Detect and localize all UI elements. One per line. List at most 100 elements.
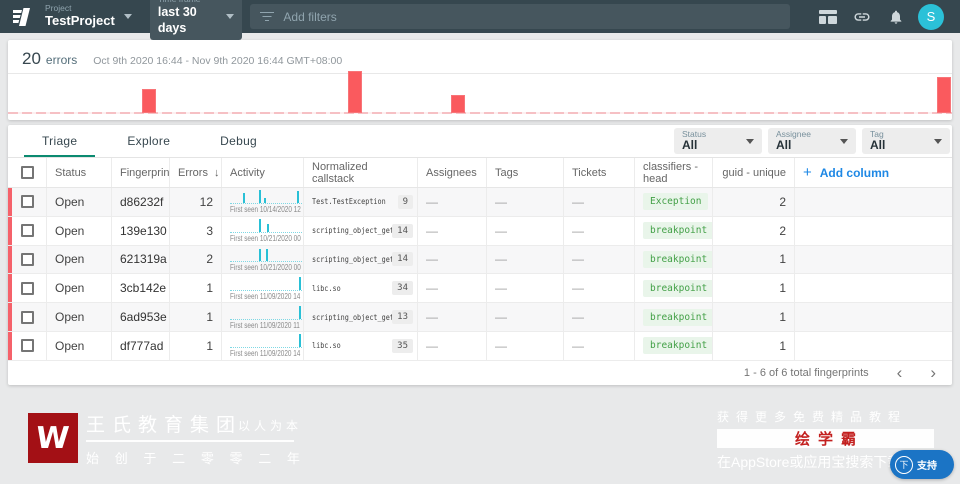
activity-cell: First seen 10/21/2020 00	[222, 245, 304, 274]
severity-stripe	[8, 216, 12, 245]
chevron-down-icon	[123, 14, 132, 19]
callstack-cell: scripting_object_get_v… 14	[304, 245, 418, 274]
status-filter-select[interactable]: Status All	[674, 128, 762, 154]
add-filters-input[interactable]	[283, 9, 780, 24]
classifier-cell: breakpoint	[635, 245, 713, 274]
col-tags[interactable]: Tags	[487, 158, 564, 187]
add-column-button[interactable]: + Add column	[803, 164, 890, 181]
tags-cell: —	[487, 274, 564, 303]
row-checkbox[interactable]	[20, 252, 34, 266]
callstack-cell: libc.so 34	[304, 274, 418, 303]
ad-company-name: 王氏教育集团	[86, 415, 243, 436]
tag-filter-select[interactable]: Tag All	[862, 128, 950, 154]
tickets-cell: —	[564, 303, 635, 331]
severity-stripe	[8, 245, 12, 274]
col-activity[interactable]: Activity	[222, 158, 304, 187]
table-row[interactable]: Open 3cb142e 1 First seen 11/09/2020 14 …	[8, 274, 952, 304]
col-fingerprint[interactable]: Fingerprint	[112, 158, 170, 187]
severity-stripe	[8, 331, 12, 360]
col-classifiers[interactable]: classifiers - head	[635, 158, 713, 187]
ad-brand-name: 绘学霸	[794, 431, 864, 448]
callstack-function: libc.so	[312, 341, 341, 351]
fingerprint-link[interactable]: 621319a	[112, 245, 170, 274]
row-checkbox[interactable]	[20, 281, 34, 295]
link-icon[interactable]	[852, 7, 872, 27]
guid-unique-cell: 1	[713, 245, 795, 274]
callstack-function: scripting_object_get_v…	[312, 226, 407, 236]
tab-explore[interactable]: Explore	[127, 134, 171, 148]
table-row[interactable]: Open df777ad 1 First seen 11/09/2020 14 …	[8, 331, 952, 361]
project-label: Project	[45, 2, 72, 13]
frame-count-badge: 14	[392, 223, 413, 238]
callstack-cell: scripting_object_get_v… 13	[304, 303, 418, 331]
user-avatar[interactable]: S	[918, 3, 944, 30]
guid-unique-cell: 1	[713, 274, 795, 303]
triage-card: Triage Explore Debug Status All Assignee…	[8, 125, 952, 385]
frame-count-badge: 34	[392, 281, 413, 296]
col-callstack[interactable]: Normalized callstack	[304, 158, 418, 187]
select-all-checkbox[interactable]	[20, 166, 34, 179]
empty-cell	[795, 188, 952, 216]
filter-list-icon	[259, 11, 274, 22]
project-selector[interactable]: Project TestProject	[45, 2, 132, 30]
tags-cell: —	[487, 216, 564, 245]
table-row[interactable]: Open 621319a 2 First seen 10/21/2020 00 …	[8, 245, 952, 275]
status-cell: Open	[47, 331, 112, 360]
ad-banner[interactable]: W 王氏教育集团 以人为本 始创于二零零二年 获得更多免费精品教程 绘学霸 在A…	[0, 393, 960, 484]
col-guid[interactable]: guid - unique	[713, 158, 795, 187]
dashboard-layout-icon[interactable]	[818, 7, 838, 27]
timeframe-selector[interactable]: Time frame last 30 days	[149, 0, 243, 41]
fingerprint-link[interactable]: 6ad953e	[112, 303, 170, 331]
col-tickets[interactable]: Tickets	[564, 158, 635, 187]
assignee-filter-select[interactable]: Assignee All	[768, 128, 856, 154]
classifier-badge: breakpoint	[643, 250, 712, 268]
tab-triage[interactable]: Triage	[24, 125, 96, 157]
page-next-icon[interactable]: ›	[930, 363, 936, 383]
callstack-cell: libc.so 35	[304, 331, 418, 360]
classifier-cell: breakpoint	[635, 216, 713, 245]
fingerprint-link[interactable]: d86232f	[112, 188, 170, 216]
tab-debug[interactable]: Debug	[220, 134, 258, 148]
table-row[interactable]: Open 6ad953e 1 First seen 11/09/2020 11 …	[8, 303, 952, 332]
bell-icon[interactable]	[886, 7, 906, 27]
errors-histogram[interactable]	[8, 71, 952, 119]
col-assignees[interactable]: Assignees	[418, 158, 487, 187]
status-cell: Open	[47, 274, 112, 303]
backtrace-logo-icon[interactable]	[10, 6, 32, 28]
frame-count-badge: 14	[392, 252, 413, 267]
status-cell: Open	[47, 188, 112, 216]
page-prev-icon[interactable]: ‹	[896, 363, 903, 383]
ad-divider	[86, 440, 294, 442]
filter-bar[interactable]	[250, 4, 790, 29]
sort-desc-icon[interactable]: ↓	[213, 166, 220, 179]
ad-download-hint: 在AppStore或应用宝搜索下载	[717, 454, 902, 470]
chevron-down-icon	[840, 139, 848, 144]
row-checkbox[interactable]	[20, 224, 34, 238]
assignees-cell: —	[418, 245, 487, 274]
classifier-cell: breakpoint	[635, 303, 713, 331]
tickets-cell: —	[564, 274, 635, 303]
callstack-cell: scripting_object_get_v… 14	[304, 216, 418, 245]
col-status[interactable]: Status	[47, 158, 112, 187]
support-button-label: 支持	[917, 461, 937, 472]
activity-cell: First seen 10/14/2020 12	[222, 188, 304, 216]
fingerprint-link[interactable]: 3cb142e	[112, 274, 170, 303]
row-checkbox[interactable]	[20, 310, 34, 324]
table-row[interactable]: Open 139e130 3 First seen 10/21/2020 00 …	[8, 216, 952, 246]
row-checkbox[interactable]	[20, 195, 34, 209]
callstack-function: libc.so	[312, 283, 341, 293]
table-row[interactable]: Open d86232f 12 First seen 10/14/2020 12…	[8, 188, 952, 217]
activity-sparkline	[230, 334, 302, 349]
classifier-badge: breakpoint	[643, 308, 712, 326]
ad-logo: W	[28, 413, 78, 463]
empty-cell	[795, 332, 952, 360]
table-footer: 1 - 6 of 6 total fingerprints ‹ ›	[8, 361, 952, 385]
row-checkbox[interactable]	[20, 339, 34, 353]
support-button[interactable]: 下 支持	[890, 450, 954, 479]
fingerprint-link[interactable]: df777ad	[112, 331, 170, 360]
col-errors[interactable]: Errors ↓	[170, 158, 222, 187]
chevron-down-icon	[226, 13, 235, 19]
fingerprint-link[interactable]: 139e130	[112, 216, 170, 245]
errors-cell: 12	[170, 188, 222, 216]
ad-logo-letter: W	[35, 420, 71, 456]
